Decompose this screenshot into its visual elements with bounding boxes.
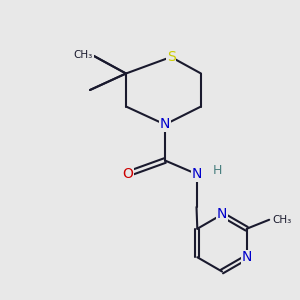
Text: H: H <box>213 164 222 178</box>
Text: O: O <box>122 167 133 181</box>
Text: CH₃: CH₃ <box>272 215 291 225</box>
Text: N: N <box>191 167 202 181</box>
Text: N: N <box>242 250 252 264</box>
Text: CH₃: CH₃ <box>74 50 93 61</box>
Text: N: N <box>217 208 227 221</box>
Text: S: S <box>167 50 176 64</box>
Text: N: N <box>160 118 170 131</box>
